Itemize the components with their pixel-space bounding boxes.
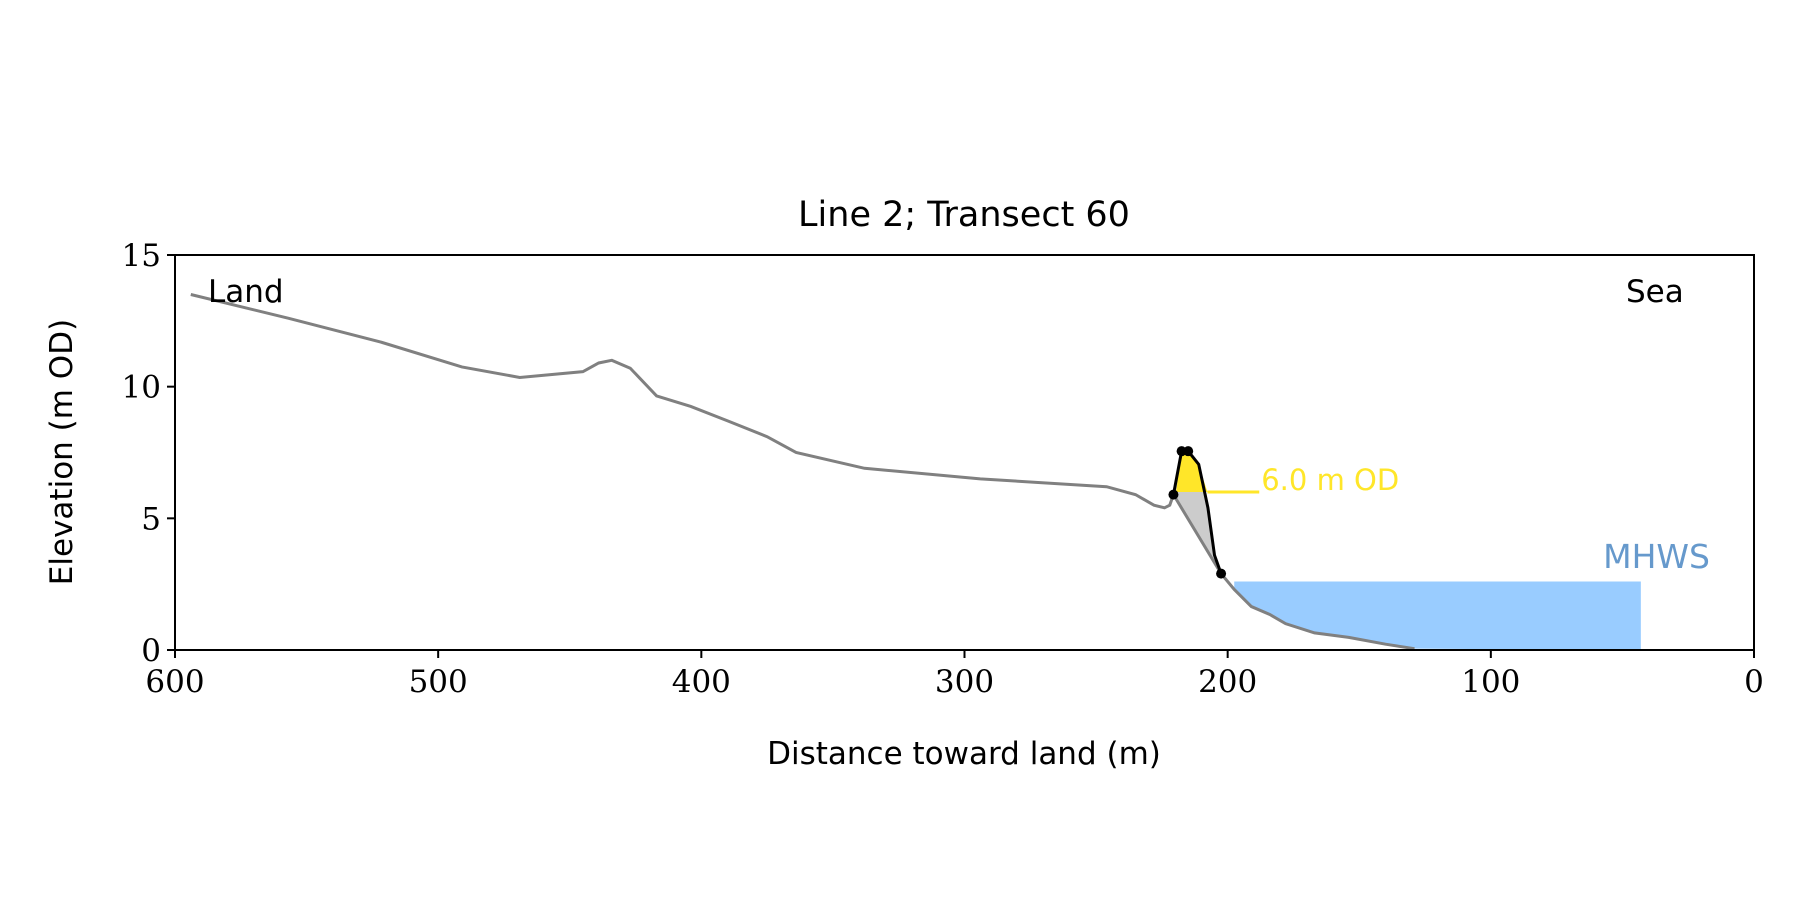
y-axis-label: Elevation (m OD) [44,319,80,585]
x-tick-label: 200 [1198,664,1257,700]
plot-area [190,293,1641,651]
mhws-fill [1234,581,1641,650]
y-tick-label: 0 [141,633,161,669]
x-tick-label: 300 [935,664,994,700]
axis-ticks: 600 500 400 300 200 100 0 0 5 10 15 [122,238,1764,700]
x-axis-label: Distance toward land (m) [767,736,1161,772]
mhws-label: MHWS [1603,537,1710,576]
y-tick-label: 15 [122,238,161,274]
sea-label: Sea [1626,274,1684,310]
land-label: Land [208,274,284,310]
x-tick-label: 600 [145,664,204,700]
feature-point [1216,568,1227,579]
x-tick-label: 400 [672,664,731,700]
feature-point [1168,489,1179,500]
x-tick-label: 100 [1461,664,1520,700]
above-od-fill [1176,451,1208,492]
feature-point [1183,446,1194,457]
x-tick-label: 500 [409,664,468,700]
chart-title: Line 2; Transect 60 [798,195,1130,235]
profile-line [190,293,1415,651]
x-tick-label: 0 [1744,664,1764,700]
od-level-label: 6.0 m OD [1261,463,1399,497]
y-tick-label: 5 [141,501,161,537]
y-tick-label: 10 [122,370,161,406]
